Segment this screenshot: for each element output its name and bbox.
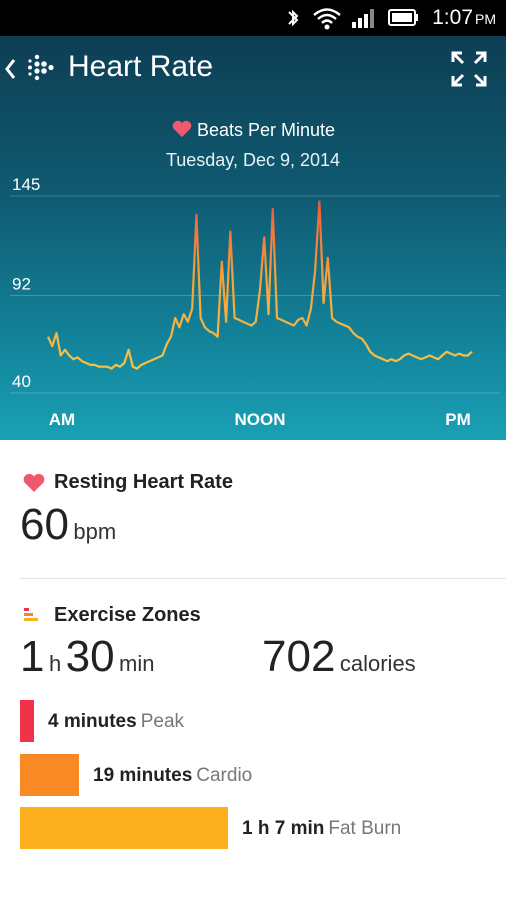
status-time-value: 1:07 — [432, 6, 473, 29]
x-tick-label: AM — [49, 410, 75, 429]
zone-name-peak: Peak — [140, 711, 185, 732]
fitbit-logo-icon[interactable] — [24, 52, 54, 86]
exercise-hours-value: 1 — [20, 632, 45, 681]
exercise-zones-icon — [24, 608, 38, 621]
y-tick-label: 40 — [12, 372, 31, 391]
zone-duration-cardio: 19 minutes — [93, 765, 193, 786]
resting-heart-rate-title: Resting Heart Rate — [54, 471, 233, 493]
zone-label-peak: 4 minutes Peak — [48, 711, 184, 733]
wifi-icon — [313, 8, 341, 30]
zone-name-fat-burn: Fat Burn — [328, 818, 402, 839]
heart-icon — [172, 120, 192, 138]
heart-rate-series-line — [46, 200, 473, 370]
heart-icon — [23, 473, 45, 492]
calories-value: 702 — [262, 632, 336, 681]
chart-date: Tuesday, Dec 9, 2014 — [165, 150, 341, 170]
heart-rate-chart[interactable]: 145 92 40 AM NOON PM — [0, 36, 506, 440]
resting-heart-rate-value: 60 — [20, 500, 69, 549]
signal-icon — [352, 9, 374, 28]
y-tick-label: 92 — [12, 274, 31, 293]
zone-name-cardio: Cardio — [196, 765, 253, 786]
resting-heart-rate-readout: 60 bpm — [20, 500, 116, 550]
zone-duration-fat-burn: 1 h 7 min — [242, 818, 325, 839]
status-time: 1:07 PM — [432, 6, 496, 30]
zone-duration-peak: 4 minutes — [48, 711, 137, 732]
exercise-hours-unit: h — [48, 651, 62, 676]
exercise-duration: 1 h 30 min — [20, 632, 155, 682]
exercise-minutes-value: 30 — [65, 632, 115, 681]
resting-heart-rate-unit: bpm — [73, 519, 117, 544]
status-bar: 1:07 PM — [0, 0, 506, 36]
chart-legend: Beats Per Minute — [0, 120, 506, 141]
bluetooth-icon — [288, 9, 299, 27]
fullscreen-expand-icon[interactable] — [450, 50, 488, 88]
calories-unit: calories — [339, 651, 416, 676]
back-icon[interactable] — [4, 56, 16, 82]
x-tick-label: NOON — [235, 410, 286, 429]
exercise-calories: 702 calories — [262, 632, 416, 682]
app-bar: Heart Rate — [0, 36, 506, 102]
zone-bar-peak — [20, 700, 34, 742]
zone-bar-fat-burn — [20, 807, 228, 849]
page-title: Heart Rate — [68, 50, 214, 83]
heart-rate-chart-panel: Heart Rate Beats Per Minute Tuesday, Dec… — [0, 36, 506, 440]
battery-icon — [388, 9, 418, 26]
exercise-zones-title: Exercise Zones — [54, 604, 201, 626]
status-time-ampm: PM — [475, 11, 496, 27]
zone-label-fat-burn: 1 h 7 min Fat Burn — [242, 818, 401, 840]
x-tick-label: PM — [445, 410, 471, 429]
zone-label-cardio: 19 minutes Cardio — [93, 765, 252, 787]
y-tick-label: 145 — [12, 175, 40, 194]
divider — [20, 578, 506, 579]
zone-bar-cardio — [20, 754, 79, 796]
chart-legend-label: Beats Per Minute — [196, 120, 336, 140]
exercise-minutes-unit: min — [119, 651, 155, 676]
